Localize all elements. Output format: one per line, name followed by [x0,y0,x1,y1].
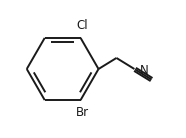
Text: Cl: Cl [76,19,88,32]
Text: Br: Br [75,106,89,119]
Text: N: N [140,64,149,77]
